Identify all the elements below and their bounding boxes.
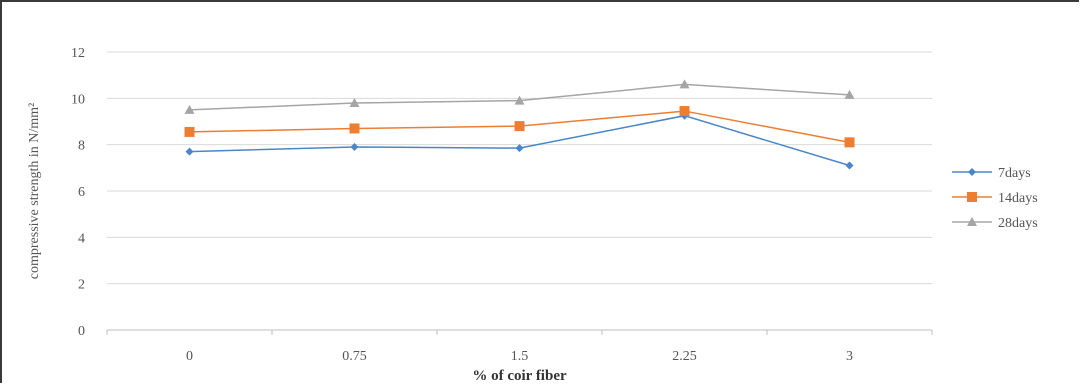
data-point-14days [514,121,525,132]
x-tick-label: 0 [186,349,193,364]
x-tick-labels: 0 0.75 1.5 2.25 3 [186,349,853,364]
x-tick-label: 3 [846,349,853,364]
y-tick-label: 4 [78,231,85,246]
x-tick-label: 1.5 [511,349,529,364]
data-point-14days [349,123,360,134]
data-point-14days [184,126,195,137]
data-point-28days [184,104,195,114]
x-tick-label: 2.25 [672,349,697,364]
legend-label: 14days [998,191,1038,206]
data-point-7days [845,161,854,170]
series-lines [184,79,855,170]
y-tick-label: 8 [78,139,85,154]
data-point-28days [844,89,855,99]
y-tick-label: 12 [71,46,85,61]
x-axis-label: % of coir fiber [472,368,567,383]
data-point-7days [515,144,524,153]
series-7days [185,111,854,170]
y-tick-labels: 0 2 4 6 8 10 12 [71,46,85,339]
legend-marker [967,217,977,226]
legend: 7days 14days 28days [952,166,1038,231]
series-28days [184,79,855,114]
x-tick-label: 0.75 [342,349,367,364]
data-point-7days [185,147,194,156]
y-tick-label: 0 [78,324,85,339]
legend-item-7days: 7days [952,166,1031,181]
y-tick-label: 2 [78,278,85,293]
y-tick-label: 6 [78,185,85,200]
series-14days [184,106,855,148]
gridlines [106,51,933,335]
data-point-28days [679,79,690,89]
legend-marker [967,192,977,202]
legend-marker [968,168,976,176]
y-tick-label: 10 [71,92,85,107]
data-point-7days [350,142,359,151]
data-point-14days [679,106,690,117]
data-point-14days [844,137,855,148]
legend-label: 7days [998,166,1031,181]
legend-label: 28days [998,216,1038,231]
legend-item-14days: 14days [952,191,1038,206]
data-point-28days [514,95,525,105]
legend-item-28days: 28days [952,216,1038,231]
y-axis-label: compressive strength in N/mm² [27,103,42,279]
data-point-28days [349,97,360,107]
